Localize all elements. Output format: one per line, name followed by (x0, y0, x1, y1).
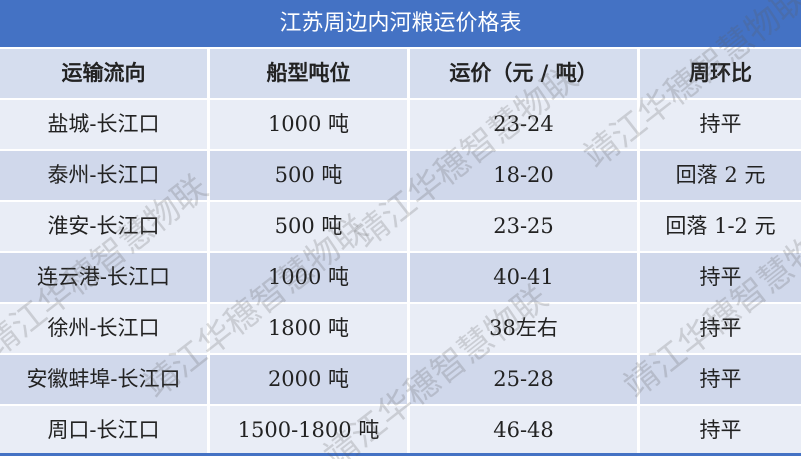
cell-ship-tonnage: 500 吨 (210, 151, 410, 200)
cell-freight-rate: 46-48 (410, 406, 640, 453)
cell-freight-rate: 40-41 (410, 253, 640, 302)
cell-ship-tonnage: 2000 吨 (210, 355, 410, 404)
header-week-change: 周环比 (640, 49, 801, 98)
table-row: 徐州-长江口 1800 吨 38左右 持平 (0, 304, 801, 355)
header-ship-tonnage: 船型吨位 (210, 49, 410, 98)
cell-ship-tonnage: 500 吨 (210, 202, 410, 251)
cell-ship-tonnage: 1000 吨 (210, 253, 410, 302)
header-route: 运输流向 (0, 49, 210, 98)
cell-route: 周口-长江口 (0, 406, 210, 453)
table-row: 盐城-长江口 1000 吨 23-24 持平 (0, 100, 801, 151)
cell-route: 泰州-长江口 (0, 151, 210, 200)
cell-freight-rate: 38左右 (410, 304, 640, 353)
cell-week-change: 回落 2 元 (640, 151, 801, 200)
cell-week-change: 持平 (640, 100, 801, 149)
table-row: 淮安-长江口 500 吨 23-25 回落 1-2 元 (0, 202, 801, 253)
cell-ship-tonnage: 1500-1800 吨 (210, 406, 410, 453)
cell-freight-rate: 23-24 (410, 100, 640, 149)
cell-week-change: 持平 (640, 304, 801, 353)
table-title: 江苏周边内河粮运价格表 (0, 0, 801, 47)
cell-route: 徐州-长江口 (0, 304, 210, 353)
cell-week-change: 持平 (640, 406, 801, 453)
cell-route: 连云港-长江口 (0, 253, 210, 302)
freight-price-table: 运输流向 船型吨位 运价（元 / 吨） 周环比 盐城-长江口 1000 吨 23-2… (0, 49, 801, 456)
cell-freight-rate: 25-28 (410, 355, 640, 404)
cell-week-change: 持平 (640, 355, 801, 404)
table-row: 泰州-长江口 500 吨 18-20 回落 2 元 (0, 151, 801, 202)
cell-route: 安徽蚌埠-长江口 (0, 355, 210, 404)
cell-freight-rate: 23-25 (410, 202, 640, 251)
cell-route: 盐城-长江口 (0, 100, 210, 149)
cell-freight-rate: 18-20 (410, 151, 640, 200)
cell-route: 淮安-长江口 (0, 202, 210, 251)
table-row: 周口-长江口 1500-1800 吨 46-48 持平 (0, 406, 801, 456)
header-row: 运输流向 船型吨位 运价（元 / 吨） 周环比 (0, 49, 801, 100)
header-freight-rate: 运价（元 / 吨） (410, 49, 640, 98)
table-row: 安徽蚌埠-长江口 2000 吨 25-28 持平 (0, 355, 801, 406)
cell-ship-tonnage: 1000 吨 (210, 100, 410, 149)
table-row: 连云港-长江口 1000 吨 40-41 持平 (0, 253, 801, 304)
cell-week-change: 回落 1-2 元 (640, 202, 801, 251)
cell-ship-tonnage: 1800 吨 (210, 304, 410, 353)
cell-week-change: 持平 (640, 253, 801, 302)
